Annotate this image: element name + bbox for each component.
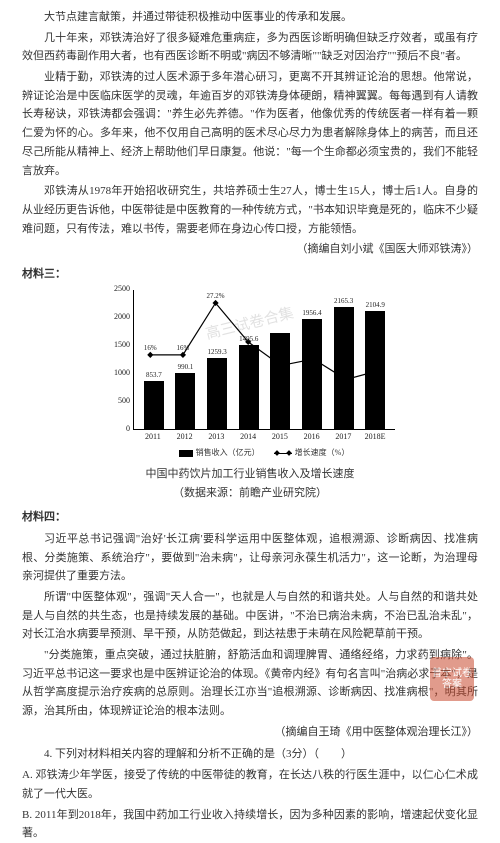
option-b: B. 2011年到2018年，我国中药加工行业收入持续增长，因为多种因素的影响，… [22,806,478,843]
x-label: 2015 [269,430,291,444]
x-label: 2017 [332,430,354,444]
bar-value-label: 1956.4 [302,308,321,320]
x-label: 2018E [364,430,386,444]
bar: 1495.6 [239,345,259,429]
chart-legend: 销售收入（亿元） 增长速度（%） [133,446,395,460]
section-label-3: 材料三： [22,265,478,284]
citation-1: （摘编自刘小斌《国医大师邓铁涛》） [22,240,478,259]
bar: 853.7 [144,381,164,429]
ytick: 500 [106,394,130,408]
bar: 1259.3 [207,358,227,429]
para-3: 业精于勤，邓铁涛的过人医术源于多年潜心研习，更离不开其辨证论治的思想。他常说，辨… [22,68,478,180]
ytick: 1500 [106,338,130,352]
x-label: 2012 [174,430,196,444]
bar-value-label: 2104.9 [366,300,385,312]
chart-title: 中国中药饮片加工行业销售收入及增长速度 [105,465,395,484]
bar-value-label: 990.1 [178,362,194,374]
bar-group: 990.1 [174,373,196,428]
bar-group: 1495.6 [238,345,260,429]
legend-line: 增长速度（%） [274,446,350,460]
legend-bar-label: 销售收入（亿元） [196,446,260,460]
legend-bar-swatch [179,450,193,457]
bar: 1956.4 [302,319,322,429]
legend-bar: 销售收入（亿元） [179,446,260,460]
bar: 990.1 [175,373,195,428]
bar-group: 2165.3 [333,307,355,428]
bar-group: 1259.3 [206,358,228,429]
chart-plot-area: 16%16%27.2% 05001000150020002500853.7990… [133,290,395,430]
para-7: "分类施策，重点突破，通过扶脏腑，舒筋活血和调理脾胃、通络经络，力求药到病除"。… [22,646,478,721]
bar-group: 2104.9 [364,311,386,429]
bars-group: 853.7 990.1 1259.3 1495.6 1956.4 2165.3 2104.9 [134,290,395,429]
x-label: 2013 [205,430,227,444]
x-label: 2014 [237,430,259,444]
ytick: 1000 [106,366,130,380]
watermark-stamp: 普宁试卷答案 [430,657,474,701]
para-5: 习近平总书记强调"治好'长江病'要科学运用中医整体观，追根溯源、诊断病因、找准病… [22,530,478,586]
chart-source: （数据来源：前瞻产业研究院） [105,484,395,503]
section-label-4: 材料四： [22,508,478,527]
bar-value-label: 1495.6 [239,334,258,346]
chart-x-labels: 2011 2012 2013 2014 2015 2016 2017 2018E [133,430,395,444]
x-label: 2016 [301,430,323,444]
question-4: 4. 下列对材料相关内容的理解和分析不正确的是（3分）（ ） [22,745,478,764]
para-2: 几十年来，邓铁涛治好了很多疑难危重病症，多为西医诊断明确但缺乏疗效者，或虽有疗效… [22,29,478,66]
legend-line-label: 增长速度（%） [295,446,350,460]
bar-value-label: 853.7 [146,370,162,382]
ytick: 2000 [106,310,130,324]
para-1: 大节点建言献策，并通过带徒积极推动中医事业的传承和发展。 [22,8,478,27]
bar-group [269,333,291,428]
chart-container: 16%16%27.2% 05001000150020002500853.7990… [105,290,395,503]
x-label: 2011 [142,430,164,444]
bar-group: 1956.4 [301,319,323,429]
bar-value-label: 2165.3 [334,296,353,308]
bar: 2104.9 [365,311,385,429]
option-a: A. 邓铁涛少年学医，接受了传统的中医带徒的教育，在长达八秩的行医生涯中，以仁心… [22,766,478,803]
para-6: 所谓"中医整体观"，强调"天人合一"，也就是人与自然的和谐共处。人与自然的和谐共… [22,588,478,644]
ytick: 2500 [106,282,130,296]
bar: 2165.3 [334,307,354,428]
watermark-stamp-text: 普宁试卷答案 [430,657,474,701]
para-4: 邓铁涛从1978年开始招收研究生，共培养硕士生27人，博士生15人，博士后1人。… [22,182,478,238]
ytick: 0 [106,422,130,436]
bar [270,333,290,428]
bar-group: 853.7 [143,381,165,429]
legend-line-swatch [274,453,292,454]
bar-value-label: 1259.3 [207,347,226,359]
